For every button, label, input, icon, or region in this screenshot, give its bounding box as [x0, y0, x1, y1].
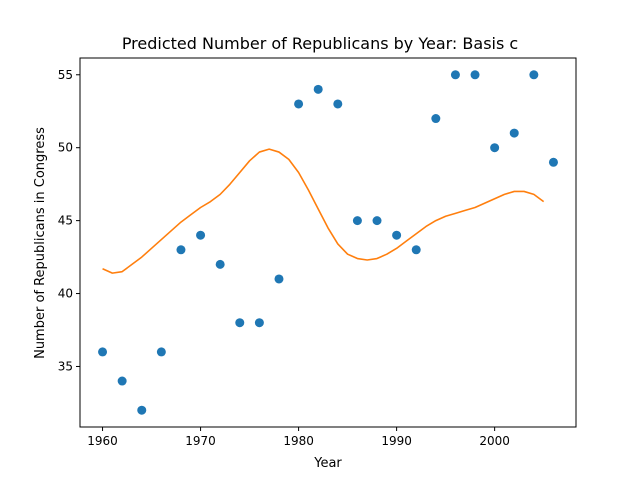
fitted-curve-line: [102, 148, 545, 274]
x-axis-label: Year: [313, 456, 342, 471]
axis-ticks: 1960 1970 1980 1990 2000 35 40 45 50 55: [58, 68, 510, 448]
data-point: [450, 70, 460, 80]
y-tick-label: 55: [58, 68, 73, 82]
data-point: [470, 70, 480, 80]
data-point: [313, 84, 323, 94]
data-point: [352, 216, 362, 226]
data-point: [392, 230, 402, 240]
data-point: [294, 99, 304, 109]
data-point: [509, 128, 519, 138]
data-point: [215, 259, 225, 269]
data-point: [548, 157, 558, 167]
data-point: [490, 143, 500, 153]
data-point: [372, 216, 382, 226]
x-tick-label: 1990: [381, 434, 412, 448]
data-point: [411, 245, 421, 255]
data-point: [254, 318, 264, 328]
data-point: [431, 114, 441, 124]
x-tick-label: 1960: [87, 434, 118, 448]
y-tick-label: 45: [58, 214, 73, 228]
y-tick-label: 35: [58, 359, 73, 373]
y-tick-label: 40: [58, 287, 73, 301]
data-point: [235, 318, 245, 328]
data-point: [176, 245, 186, 255]
data-point: [333, 99, 343, 109]
y-tick-label: 50: [58, 141, 73, 155]
plot-marks: [98, 70, 558, 415]
x-tick-label: 1970: [185, 434, 216, 448]
y-axis-label: Number of Republicans in Congress: [33, 127, 48, 359]
data-point: [196, 230, 206, 240]
data-point: [98, 347, 108, 357]
chart-title: Predicted Number of Republicans by Year:…: [122, 34, 518, 53]
x-tick-label: 2000: [479, 434, 510, 448]
data-point: [117, 376, 127, 386]
data-point: [529, 70, 539, 80]
x-tick-label: 1980: [283, 434, 314, 448]
data-point: [274, 274, 284, 284]
data-point: [156, 347, 166, 357]
data-point: [137, 405, 147, 415]
plot-frame: [79, 57, 577, 428]
